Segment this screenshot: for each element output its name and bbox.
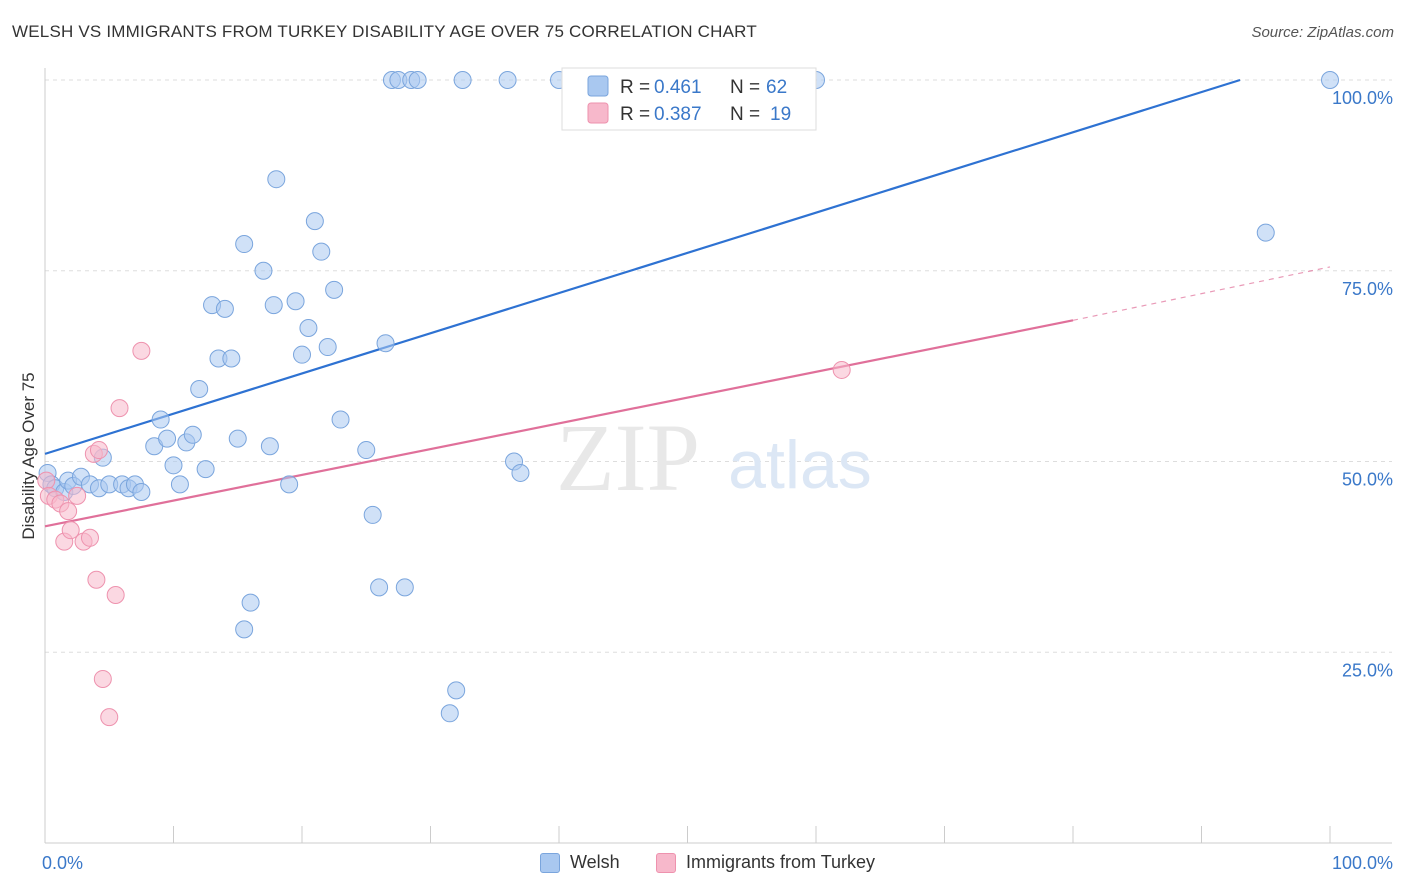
data-points — [37, 71, 1339, 727]
turkey-point — [87, 570, 106, 589]
welsh-point — [267, 170, 286, 189]
welsh-point — [183, 425, 202, 444]
welsh-point — [357, 441, 376, 460]
welsh-point — [190, 380, 209, 399]
welsh-point — [453, 71, 472, 89]
welsh-r-value: 0.461 — [654, 77, 702, 98]
welsh-point — [331, 410, 350, 429]
welsh-point — [241, 593, 260, 612]
turkey-point — [89, 441, 108, 460]
welsh-point — [305, 212, 324, 231]
welsh-point — [132, 483, 151, 502]
welsh-point — [511, 463, 530, 482]
welsh-point — [1256, 223, 1275, 242]
turkey-point — [132, 341, 151, 360]
legend-turkey-label: Immigrants from Turkey — [686, 852, 876, 872]
stats-box: R = 0.461 N = 62 R = 0.387 N = 19 — [561, 67, 817, 131]
legend-welsh-label: Welsh — [570, 852, 620, 872]
welsh-point — [286, 292, 305, 311]
turkey-point — [93, 669, 112, 688]
welsh-n-value: 62 — [766, 77, 787, 98]
welsh-point — [228, 429, 247, 448]
turkey-point — [832, 360, 851, 379]
turkey-point — [110, 399, 129, 418]
welsh-point — [325, 280, 344, 299]
welsh-n-label: N = — [730, 77, 760, 98]
turkey-n-label: N = — [730, 104, 760, 125]
welsh-point — [1321, 71, 1339, 89]
y-axis-label: Disability Age Over 75 — [19, 372, 38, 539]
welsh-point — [312, 242, 331, 261]
welsh-point — [215, 299, 234, 318]
turkey-point — [100, 708, 119, 727]
turkey-r-label: R = — [620, 104, 650, 125]
welsh-stats-swatch — [587, 75, 609, 97]
y-tick-label: 50.0% — [1342, 470, 1393, 490]
legend-turkey-swatch — [656, 852, 676, 873]
turkey-n-value: 19 — [770, 104, 791, 125]
welsh-point — [447, 681, 466, 700]
welsh-point — [318, 338, 337, 357]
welsh-point — [498, 71, 517, 89]
source-label: Source: ZipAtlas.com — [1251, 24, 1394, 41]
welsh-point — [440, 704, 459, 723]
x-tick-label: 100.0% — [1332, 853, 1393, 873]
welsh-point — [299, 318, 318, 337]
welsh-trend-line — [44, 78, 1241, 455]
turkey-point — [106, 586, 125, 605]
tick-labels: 25.0% 50.0% 75.0% 100.0% 0.0% 100.0% — [42, 88, 1393, 873]
turkey-trend-extension — [1072, 266, 1331, 321]
turkey-point — [80, 528, 99, 547]
watermark-atlas: atlas — [728, 427, 872, 503]
turkey-trend-line — [44, 319, 1074, 528]
axes — [44, 68, 1392, 844]
legend-welsh-swatch — [540, 852, 560, 873]
welsh-point — [235, 620, 254, 639]
welsh-point — [151, 410, 170, 429]
chart-title: WELSH VS IMMIGRANTS FROM TURKEY DISABILI… — [12, 22, 757, 41]
turkey-r-value: 0.387 — [654, 104, 702, 125]
watermark-zip: ZIP — [556, 404, 700, 511]
trend-lines — [44, 78, 1331, 528]
grid-lines — [45, 79, 1392, 653]
watermark: ZIP atlas — [556, 404, 872, 511]
y-tick-label: 100.0% — [1332, 88, 1393, 108]
welsh-point — [408, 71, 427, 89]
welsh-point — [363, 505, 382, 524]
welsh-point — [235, 235, 254, 254]
welsh-point — [280, 475, 299, 494]
welsh-r-label: R = — [620, 77, 650, 98]
welsh-point — [395, 578, 414, 597]
welsh-point — [196, 460, 215, 479]
welsh-point — [293, 345, 311, 364]
welsh-point — [260, 437, 279, 456]
x-tick-label: 0.0% — [42, 853, 83, 873]
welsh-point — [164, 456, 183, 475]
welsh-point — [158, 429, 177, 448]
turkey-point — [59, 502, 78, 521]
welsh-point — [264, 296, 283, 315]
welsh-point — [170, 475, 189, 494]
turkey-point — [37, 471, 56, 490]
welsh-point — [376, 334, 395, 353]
legend-turkey[interactable]: Immigrants from Turkey — [656, 852, 875, 873]
legend-welsh[interactable]: Welsh — [540, 852, 620, 873]
y-tick-label: 75.0% — [1342, 279, 1393, 299]
turkey-stats-swatch — [587, 102, 609, 124]
y-tick-label: 25.0% — [1342, 660, 1393, 680]
turkey-point — [61, 521, 80, 540]
welsh-point — [370, 578, 389, 597]
welsh-point — [254, 261, 273, 280]
turkey-point — [68, 486, 87, 505]
welsh-point — [222, 349, 241, 368]
